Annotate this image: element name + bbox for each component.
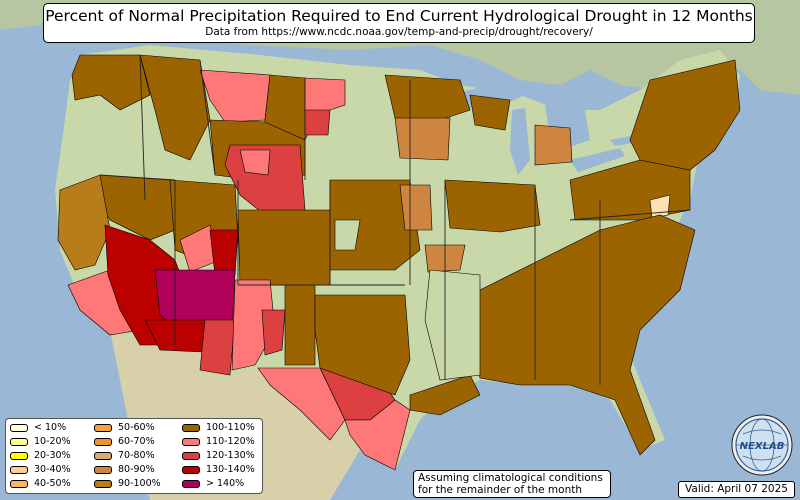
legend-swatch [10,451,28,460]
legend-label: 80-90% [118,464,155,475]
legend-item: 40-50% [10,478,71,490]
legend-label: 40-50% [34,478,71,489]
legend-swatch [94,451,112,460]
legend-swatch [182,437,200,446]
region-oklahoma-texas [314,294,411,396]
logo-text: NEXLAB [740,441,785,452]
legend-swatch [10,465,28,474]
region-utah-red [209,229,239,276]
legend-item: 50-60% [94,422,155,434]
legend-item: 20-30% [10,450,71,462]
valid-date: Valid: April 07 2025 [678,481,795,498]
region-wisconsin [469,94,511,131]
legend-label: < 10% [34,422,67,433]
legend-label: 60-70% [118,436,155,447]
legend-label: 30-40% [34,464,71,475]
legend-swatch [182,479,200,488]
legend-label: 110-120% [206,436,255,447]
legend-label: 120-130% [206,450,255,461]
legend-label: 20-30% [34,450,71,461]
legend-swatch [182,465,200,474]
legend-label: 70-80% [118,450,155,461]
region-gulf-coast [409,374,481,416]
legend-item: < 10% [10,422,66,434]
legend-label: 130-140% [206,464,255,475]
region-new-mexico-red [261,309,286,356]
note-line-2: for the remainder of the month [418,484,583,496]
legend-swatch [10,423,28,432]
state-borders [99,54,691,385]
map-title: Percent of Normal Precipitation Required… [45,7,753,25]
region-wyoming-pink [239,149,271,176]
region-southeast [469,214,696,456]
legend-item: > 140% [182,478,244,490]
map-subtitle: Data from https://www.ncdc.noaa.gov/temp… [205,26,593,38]
legend-label: > 140% [206,478,245,489]
title-box: Percent of Normal Precipitation Required… [43,3,755,43]
legend-label: 100-110% [206,422,255,433]
legend-item: 90-100% [94,478,161,490]
region-texas-panhandle [284,284,316,366]
region-minnesota [384,74,471,121]
region-northeast [629,59,741,171]
region-iowa-illinois [444,179,541,233]
note-line-1: Assuming climatological conditions [418,472,603,484]
region-nebraska-tan [399,184,433,231]
legend-swatch [94,423,112,432]
legend-item: 80-90% [94,464,155,476]
lake-michigan [510,108,530,175]
legend-swatch [10,479,28,488]
region-mississippi-valley-green [424,269,481,381]
legend-label: 50-60% [118,422,155,433]
region-colorado [237,209,331,286]
legend-item: 70-80% [94,450,155,462]
legend-swatch [94,437,112,446]
legend-label: 10-20% [34,436,71,447]
legend-item: 120-130% [182,450,255,462]
region-michigan-tan [534,124,573,166]
legend-item: 10-20% [10,436,71,448]
legend-swatch [10,437,28,446]
region-sd-red [304,109,331,136]
legend-swatch [94,479,112,488]
assumption-note: Assuming climatological conditions for t… [413,470,611,498]
globe-logo-icon: NEXLAB [731,414,793,476]
lake-erie [570,148,625,172]
region-new-mexico-south [199,319,236,376]
legend-swatch [182,423,200,432]
legend-swatch [182,451,200,460]
legend-swatch [94,465,112,474]
legend-label: 90-100% [118,478,161,489]
region-kansas-green [334,219,361,251]
region-texas-south [344,399,411,471]
region-minnesota-tan [394,117,451,161]
legend-item: 60-70% [94,436,155,448]
legend: < 10% 10-20% 20-30% 30-40% 40-50% 50-60%… [5,418,263,494]
legend-item: 100-110% [182,422,255,434]
legend-item: 110-120% [182,436,255,448]
legend-item: 30-40% [10,464,71,476]
legend-item: 130-140% [182,464,255,476]
